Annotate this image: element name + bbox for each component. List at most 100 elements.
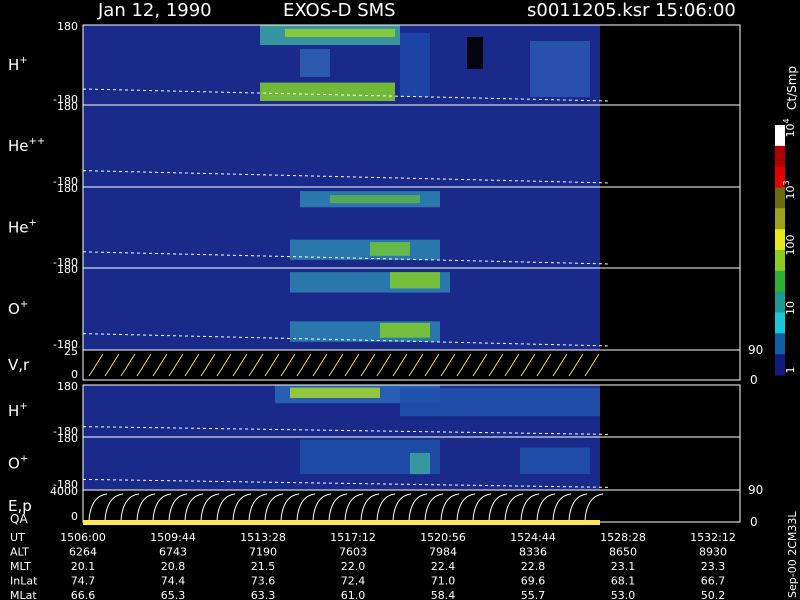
colorbar-exp: 3 [782, 180, 791, 185]
panel-label: V,r [8, 356, 30, 374]
panel-label-text: H [8, 56, 19, 74]
hatch [552, 353, 568, 377]
y-tick-label: -180 [53, 256, 78, 269]
panel-area [83, 105, 600, 187]
hatch [184, 493, 204, 521]
y-tick-label: -180 [53, 175, 78, 188]
row-value: 73.6 [251, 575, 276, 588]
row-value: 74.7 [71, 575, 96, 588]
panel-label: H+ [8, 401, 28, 420]
row-value: 21.5 [251, 560, 276, 573]
file: s0011205.ksr [527, 0, 650, 21]
row-value: 23.3 [701, 560, 726, 573]
row-value: 66.7 [701, 575, 726, 588]
row-name: MLat [10, 589, 37, 600]
spectrogram-patch [260, 82, 395, 101]
time: 15:06:00 [655, 0, 736, 21]
hatch [408, 353, 424, 377]
colorbar-label: 10 [784, 301, 797, 315]
y-tick-label: 4000 [50, 485, 78, 498]
panel-area [83, 490, 600, 522]
row-value: 1509:44 [150, 531, 196, 544]
row-value: 1524:44 [510, 531, 556, 544]
colorbar-segment [775, 291, 785, 313]
hatch [312, 353, 328, 377]
hatch [456, 353, 472, 377]
hatch [584, 493, 604, 521]
panel-label-text: He [8, 219, 29, 237]
colorbar-segment [775, 229, 785, 251]
row-name: InLat [10, 575, 38, 588]
date: Jan 12, 1990 [97, 0, 212, 21]
hatch [568, 493, 588, 521]
hatch [520, 493, 540, 521]
panel-label: H+ [8, 55, 28, 74]
colorbar-segment [775, 166, 785, 188]
row-value: 6743 [159, 546, 187, 559]
hatch [344, 353, 360, 377]
colorbar-base: 10 [784, 186, 797, 200]
row-name: UT [10, 531, 25, 544]
row-value: 1528:28 [600, 531, 646, 544]
hatch [328, 493, 348, 521]
row-value: 58.4 [431, 589, 456, 600]
row-value: 50.2 [701, 589, 726, 600]
right-tick: 0 [750, 515, 758, 529]
hatch [88, 493, 108, 521]
hatch [536, 353, 552, 377]
row-value: 66.6 [71, 589, 96, 600]
y-tick-label: 180 [57, 432, 78, 445]
colorbar-label: 100 [784, 235, 797, 256]
hatch [376, 353, 392, 377]
side-note: Sep-00 2CM33L [786, 511, 799, 598]
row-name: MLT [10, 560, 31, 573]
hatch [488, 493, 508, 521]
spectrogram-patch [467, 37, 483, 69]
right-tick: 0 [750, 373, 758, 387]
row-value: 53.0 [611, 589, 636, 600]
row-value: 1517:12 [330, 531, 376, 544]
spectrogram-patch [530, 41, 590, 97]
hatch [200, 493, 220, 521]
right-tick: 90 [748, 483, 763, 497]
row-value: 20.8 [161, 560, 186, 573]
colorbar-base: 10 [784, 301, 797, 315]
hatch [232, 493, 252, 521]
hatch [440, 493, 460, 521]
y-tick-label: 25 [64, 345, 78, 358]
hatch [264, 353, 280, 377]
hatch [280, 353, 296, 377]
hatch [424, 493, 444, 521]
row-value: 72.4 [341, 575, 366, 588]
colorbar-segment [775, 145, 785, 168]
y-tick-label: -180 [53, 478, 78, 491]
spectrogram-patch [285, 29, 395, 37]
spectrogram-patch [290, 387, 380, 398]
hatch [104, 353, 120, 377]
panel-label-text: H [8, 402, 19, 420]
colorbar-base: 100 [784, 235, 797, 256]
row-value: 22.8 [521, 560, 546, 573]
row-value: 23.1 [611, 560, 636, 573]
row-name: ALT [10, 546, 29, 559]
hatch [296, 493, 316, 521]
hatch [168, 353, 184, 377]
row-value: 8930 [699, 546, 727, 559]
colorbar-segment [775, 354, 785, 376]
spectrogram-patch [300, 49, 330, 77]
hatch [568, 353, 584, 377]
row-value: 71.0 [431, 575, 456, 588]
hatch [216, 353, 232, 377]
y-tick-label: 180 [57, 380, 78, 393]
hatch [472, 353, 488, 377]
colorbar-segment [775, 270, 785, 293]
hatch [248, 493, 268, 521]
y-tick-label: 0 [71, 368, 78, 381]
hatch [184, 353, 200, 377]
spectrogram-patch [400, 387, 600, 417]
row-value: 8650 [609, 546, 637, 559]
hatch [152, 353, 168, 377]
hatch [200, 353, 216, 377]
colorbar-segment [775, 250, 785, 272]
